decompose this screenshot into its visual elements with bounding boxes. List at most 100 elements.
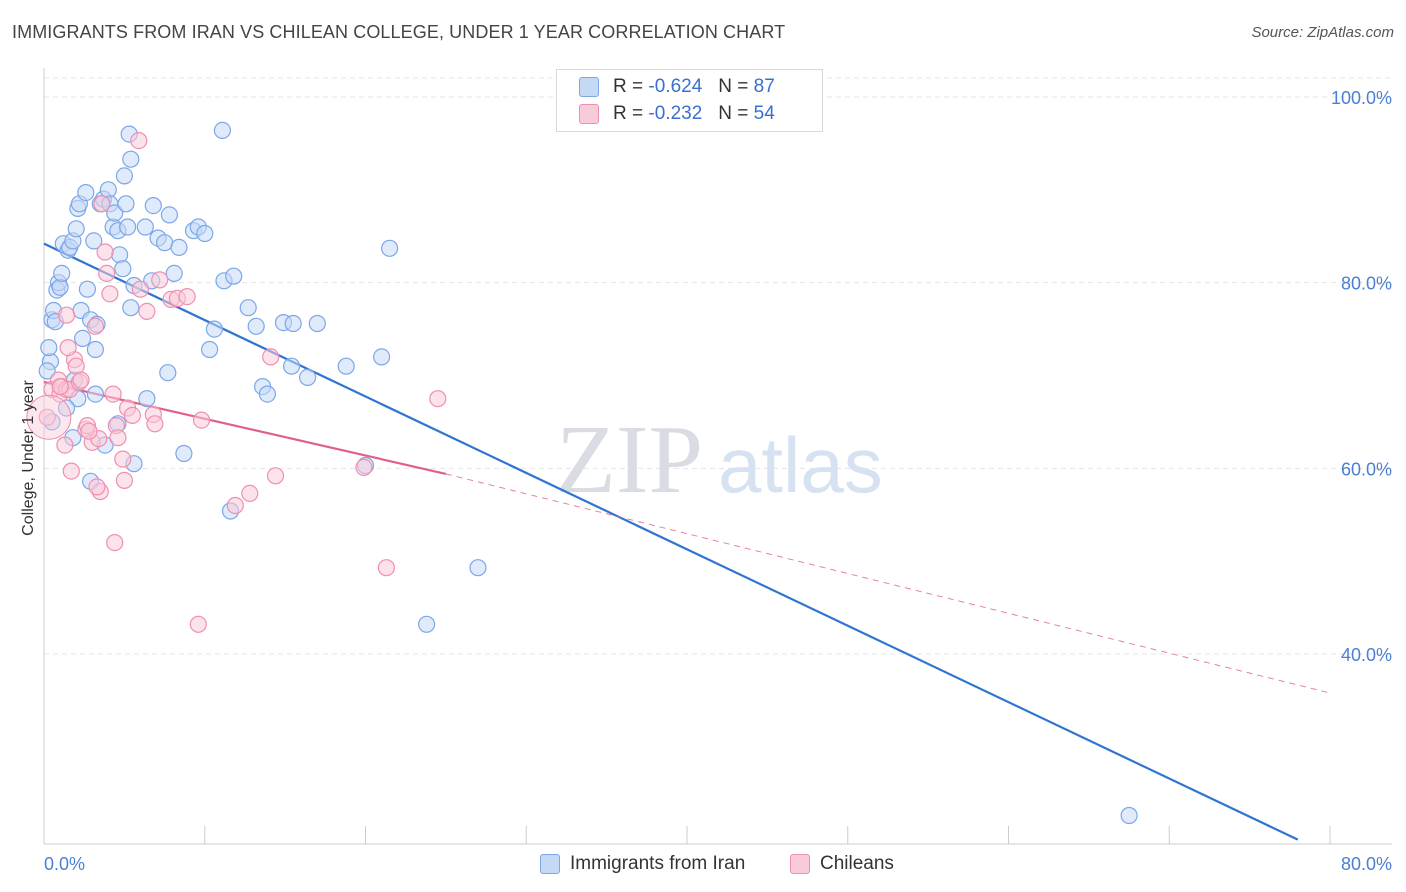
iran-point xyxy=(308,314,326,333)
chileans-point xyxy=(80,422,98,440)
iran-point xyxy=(53,264,71,282)
legend-n-value-iran: 87 xyxy=(753,76,775,97)
iran-point xyxy=(160,206,178,224)
iran-point xyxy=(114,260,132,278)
iran-point xyxy=(175,444,193,463)
iran-point xyxy=(165,264,183,282)
grid-lines xyxy=(44,77,1392,655)
iran-point xyxy=(418,615,436,633)
legend-row-chileans: R = -0.232 N = 54 xyxy=(579,102,775,126)
iran-point xyxy=(247,317,265,335)
iran-point xyxy=(117,195,135,213)
series-legend-chileans[interactable]: Chileans xyxy=(790,852,894,876)
x-axis-ticks xyxy=(204,826,1331,844)
iran-point xyxy=(213,121,231,139)
chileans-point xyxy=(262,348,280,366)
legend-n-value-chileans: 54 xyxy=(753,103,775,124)
chileans-point xyxy=(101,285,119,303)
iran-point xyxy=(239,299,257,317)
iran-point xyxy=(118,218,137,236)
chileans-point xyxy=(114,450,132,468)
iran-point xyxy=(86,385,105,403)
iran-point xyxy=(159,364,177,382)
legend-n-label: N = xyxy=(718,103,749,124)
chileans-point xyxy=(377,559,395,577)
y-tick-labels: 100.0% 80.0% 60.0% 40.0% xyxy=(1331,88,1392,665)
watermark: ZIP atlas xyxy=(556,406,883,514)
legend-r-value-chileans: -0.232 xyxy=(648,103,703,124)
chileans-point xyxy=(88,478,106,496)
iran-point xyxy=(1120,806,1138,825)
y-tick-label-60: 60.0% xyxy=(1341,459,1392,479)
trend-lines xyxy=(43,242,1331,841)
legend-r-label: R = xyxy=(613,103,644,124)
chileans-point xyxy=(146,415,164,433)
watermark-atlas: atlas xyxy=(718,421,883,509)
chileans-point xyxy=(104,385,122,403)
chileans-point xyxy=(109,429,127,447)
iran-point xyxy=(85,232,103,250)
chileans-point xyxy=(241,484,259,502)
chileans-point xyxy=(266,467,285,485)
chileans-point xyxy=(189,615,207,633)
chileans-point xyxy=(72,371,90,389)
chileans-point xyxy=(151,271,169,289)
iran-point xyxy=(283,357,301,375)
iran-point xyxy=(469,559,487,577)
iran-trend-line xyxy=(43,242,1299,841)
chileans-point xyxy=(59,339,77,357)
chileans-point xyxy=(355,458,373,476)
iran-point xyxy=(86,340,105,359)
chileans-point xyxy=(429,390,447,408)
iran-point xyxy=(122,299,140,317)
iran-point xyxy=(110,246,129,264)
legend-n-label: N = xyxy=(718,76,749,97)
series-legend-iran[interactable]: Immigrants from Iran xyxy=(540,852,745,876)
chileans-point xyxy=(226,496,244,515)
legend-swatch-iran xyxy=(579,77,599,97)
y-tick-label-100: 100.0% xyxy=(1331,88,1392,108)
iran-point xyxy=(381,239,399,257)
iran-point xyxy=(258,385,276,403)
legend-r-value-iran: -0.624 xyxy=(648,76,703,97)
legend-row-iran: R = -0.624 N = 87 xyxy=(579,75,775,99)
chileans-trend-extension xyxy=(445,473,1331,694)
chileans-point xyxy=(138,302,156,320)
iran-point xyxy=(225,267,243,285)
iran-point xyxy=(156,234,174,252)
legend-r-label: R = xyxy=(613,76,644,97)
watermark-zip: ZIP xyxy=(556,406,703,514)
y-axis-label: College, Under 1 year xyxy=(20,380,37,536)
chileans-point xyxy=(57,306,76,324)
series-legend-label-iran: Immigrants from Iran xyxy=(570,853,746,874)
chart-title: IMMIGRANTS FROM IRAN VS CHILEAN COLLEGE,… xyxy=(12,22,786,42)
iran-point xyxy=(122,150,140,168)
iran-point xyxy=(78,280,97,298)
series-legend-label-chileans: Chileans xyxy=(820,853,894,874)
iran-point xyxy=(138,390,156,408)
series-legend-swatch-chileans xyxy=(790,854,810,874)
chileans-point xyxy=(51,378,69,396)
chileans-point xyxy=(56,436,74,454)
y-tick-label-80: 80.0% xyxy=(1341,274,1392,294)
axes xyxy=(43,68,1392,845)
chileans-point xyxy=(96,243,114,261)
iran-point xyxy=(205,320,223,338)
chileans-point xyxy=(106,533,124,552)
chileans-trend-line xyxy=(43,380,447,475)
chart-source: Source: ZipAtlas.com xyxy=(1251,24,1394,41)
data-points xyxy=(26,121,1138,825)
iran-point xyxy=(201,340,219,359)
chileans-point xyxy=(115,471,134,489)
chileans-point xyxy=(123,406,141,424)
iran-point xyxy=(170,238,188,256)
iran-point xyxy=(299,368,317,386)
chileans-point xyxy=(26,394,72,440)
legend-swatch-chileans xyxy=(579,104,599,124)
iran-point xyxy=(373,348,391,366)
iran-point xyxy=(136,218,154,236)
chileans-point xyxy=(93,195,111,213)
iran-point xyxy=(337,357,355,375)
chileans-point xyxy=(62,462,80,480)
x-tick-label-max: 80.0% xyxy=(1341,854,1392,874)
